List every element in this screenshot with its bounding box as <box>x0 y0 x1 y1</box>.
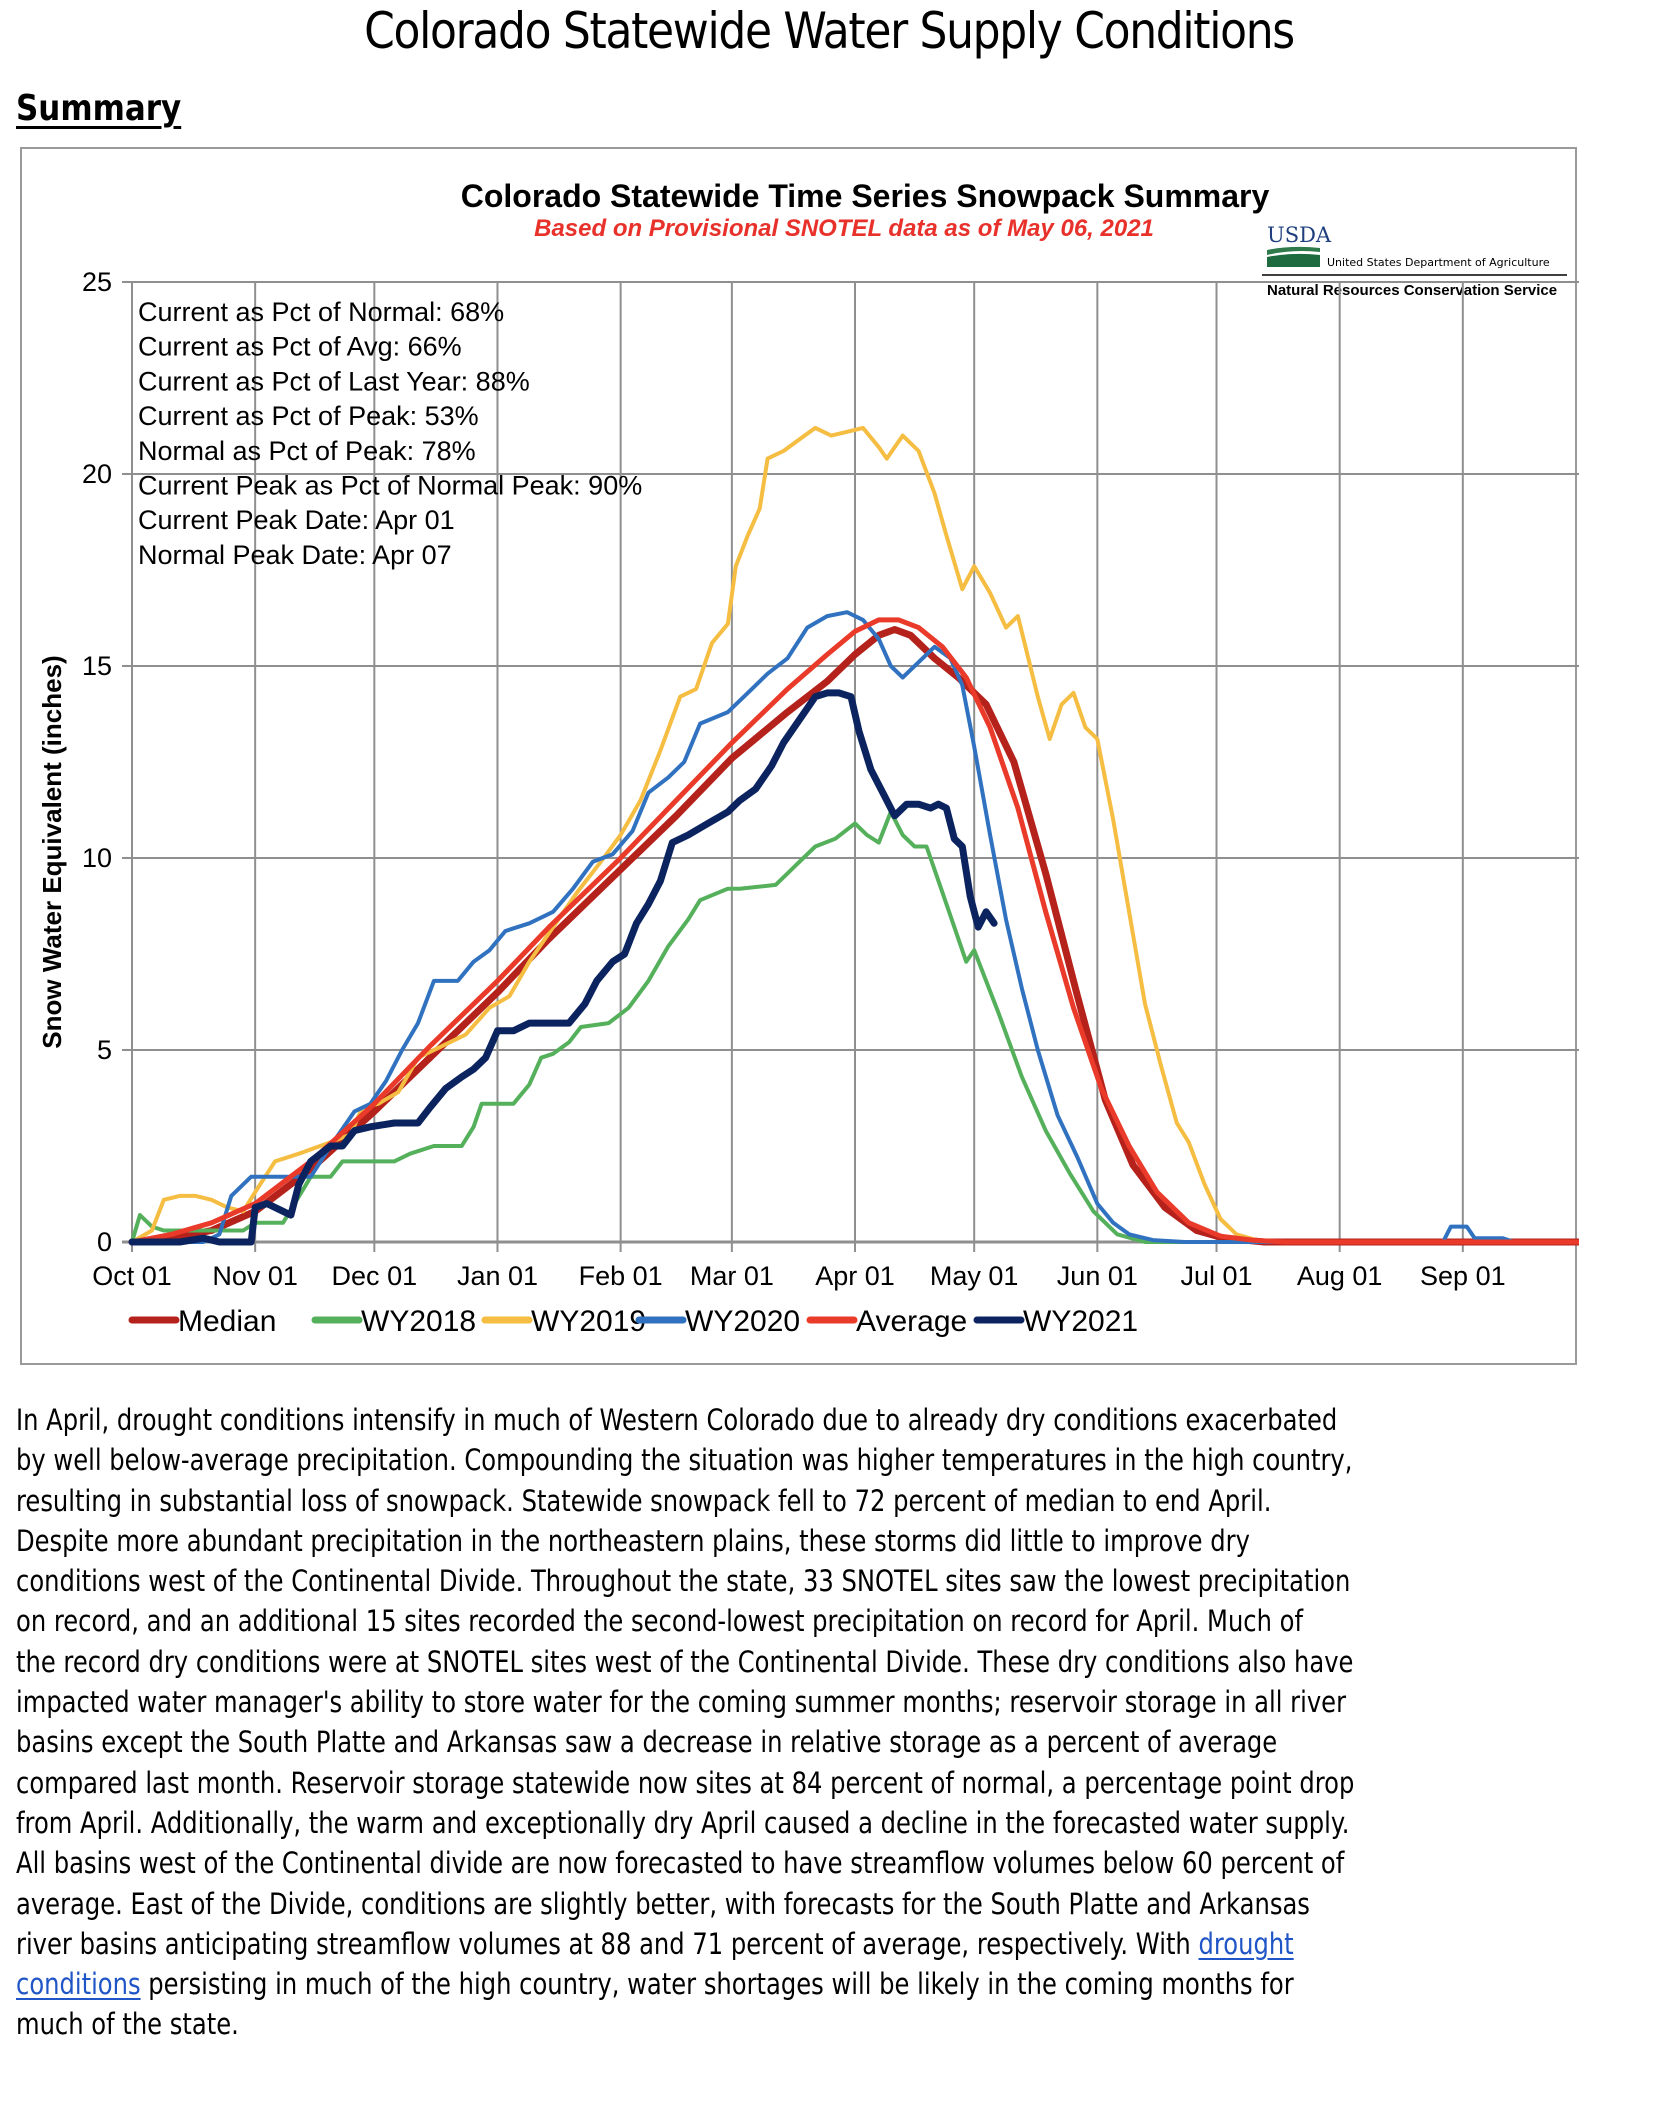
series-line-median <box>128 626 1579 1246</box>
paragraph-line: conditions persisting in much of the hig… <box>16 1964 1385 2004</box>
paragraph-line: by well below-average precipitation. Com… <box>16 1443 1353 1478</box>
drought-conditions-link-continued[interactable]: conditions <box>16 1967 141 2002</box>
x-tick-label: May 01 <box>930 1261 1019 1291</box>
usda-nrcs-logo: USDA United States Department of Agricul… <box>1262 223 1567 299</box>
legend-item-wy2020: WY2020 <box>635 1305 800 1338</box>
y-tick-label: 20 <box>82 459 112 489</box>
x-tick-label: Jul 01 <box>1180 1261 1252 1291</box>
usda-department-text: United States Department of Agriculture <box>1327 256 1550 269</box>
stats-annotation: Current as Pct of Normal: 68% <box>138 297 504 327</box>
paragraph-line: impacted water manager's ability to stor… <box>16 1685 1347 1720</box>
x-tick-label: Jan 01 <box>457 1261 538 1291</box>
snowpack-chart: Colorado Statewide Time Series Snowpack … <box>37 178 1579 1338</box>
legend-item-wy2021: WY2021 <box>973 1305 1138 1338</box>
y-tick-label: 25 <box>82 267 112 297</box>
chart-container: Colorado Statewide Time Series Snowpack … <box>20 147 1579 1365</box>
y-tick-label: 10 <box>82 843 112 873</box>
stats-annotation: Current Peak Date: Apr 01 <box>138 505 455 535</box>
document-title: Colorado Statewide Water Supply Conditio… <box>364 2 1295 60</box>
stats-annotation: Normal Peak Date: Apr 07 <box>138 540 452 570</box>
y-tick-label: 5 <box>97 1035 112 1065</box>
paragraph-line: average. East of the Divide, conditions … <box>16 1886 1310 1921</box>
stats-annotations: Current as Pct of Normal: 68% Current as … <box>138 297 642 570</box>
nrcs-text: Natural Resources Conservation Service <box>1267 282 1557 299</box>
y-tick-label: 15 <box>82 651 112 681</box>
paragraph-line: Despite more abundant precipitation in t… <box>16 1523 1250 1558</box>
x-tick-label: Oct 01 <box>92 1261 172 1291</box>
usda-logo-text: USDA <box>1267 223 1332 247</box>
stats-annotation: Normal as Pct of Peak: 78% <box>138 436 476 466</box>
grid <box>122 281 1579 1252</box>
paragraph-line: resulting in substantial loss of snowpac… <box>16 1483 1272 1518</box>
legend-label: Average <box>856 1305 967 1338</box>
section-heading-summary: Summary <box>16 88 182 129</box>
legend-item-median: Median <box>128 1305 276 1338</box>
legend: Median WY2018 WY2019 WY2020 Average WY2021 <box>128 1305 1138 1338</box>
legend-label: Median <box>178 1305 276 1338</box>
paragraph-line: All basins west of the Continental divid… <box>16 1846 1345 1881</box>
legend-label: WY2021 <box>1023 1305 1138 1338</box>
x-tick-label: Sep 01 <box>1420 1261 1506 1291</box>
series-line-wy2020 <box>130 610 1579 1244</box>
legend-label: WY2020 <box>685 1305 800 1338</box>
paragraph-line: from April. Additionally, the warm and e… <box>16 1805 1350 1840</box>
x-tick-label: Feb 01 <box>579 1261 663 1291</box>
legend-item-wy2019: WY2019 <box>481 1305 646 1338</box>
paragraph-line: river basins anticipating streamflow vol… <box>16 1924 1385 1964</box>
x-tick-label: Aug 01 <box>1297 1261 1383 1291</box>
drought-conditions-link[interactable]: drought <box>1198 1926 1294 1961</box>
stats-annotation: Current as Pct of Last Year: 88% <box>138 366 530 396</box>
series-line-wy2021 <box>128 689 998 1246</box>
legend-label: WY2018 <box>361 1305 476 1338</box>
chart-subtitle: Based on Provisional SNOTEL data as of M… <box>534 215 1154 242</box>
y-axis-ticks: 0 5 10 15 20 25 <box>82 267 112 1257</box>
paragraph-line: basins except the South Platte and Arkan… <box>16 1725 1278 1760</box>
x-tick-label: Dec 01 <box>332 1261 418 1291</box>
x-tick-label: Nov 01 <box>212 1261 298 1291</box>
usda-logo-icon <box>1267 246 1320 267</box>
series-lines <box>128 425 1579 1246</box>
x-tick-label: Mar 01 <box>690 1261 774 1291</box>
legend-label: WY2019 <box>531 1305 646 1338</box>
chart-title: Colorado Statewide Time Series Snowpack … <box>461 178 1270 214</box>
paragraph-line-text: persisting in much of the high country, … <box>140 1967 1294 2002</box>
series-line-average <box>129 617 1579 1245</box>
paragraph-line: In April, drought conditions intensify i… <box>16 1403 1338 1437</box>
stats-annotation: Current Peak as Pct of Normal Peak: 90% <box>138 471 642 501</box>
paragraph-line-text: river basins anticipating streamflow vol… <box>16 1926 1199 1961</box>
paragraph-line: much of the state. <box>16 2007 239 2042</box>
y-tick-label: 0 <box>97 1227 112 1257</box>
series-line-wy2019 <box>130 425 1579 1244</box>
paragraph-line: the record dry conditions were at SNOTEL… <box>16 1644 1354 1679</box>
x-axis-ticks: Oct 01 Nov 01 Dec 01 Jan 01 Feb 01 Mar 01 Apr … <box>92 1261 1505 1291</box>
legend-item-average: Average <box>806 1305 967 1338</box>
x-tick-label: Apr 01 <box>815 1261 895 1291</box>
x-tick-label: Jun 01 <box>1057 1261 1138 1291</box>
legend-item-wy2018: WY2018 <box>311 1305 476 1338</box>
paragraph-line: conditions west of the Continental Divid… <box>16 1564 1351 1599</box>
paragraph-line: compared last month. Reservoir storage s… <box>16 1765 1355 1800</box>
paragraph-line: on record, and an additional 15 sites re… <box>16 1604 1303 1639</box>
series-line-wy2018 <box>130 809 1579 1244</box>
stats-annotation: Current as Pct of Avg: 66% <box>138 332 462 362</box>
stats-annotation: Current as Pct of Peak: 53% <box>138 401 479 431</box>
summary-paragraph: In April, drought conditions intensify i… <box>16 1400 1656 2045</box>
y-axis-title: Snow Water Equivalent (inches) <box>37 655 67 1048</box>
